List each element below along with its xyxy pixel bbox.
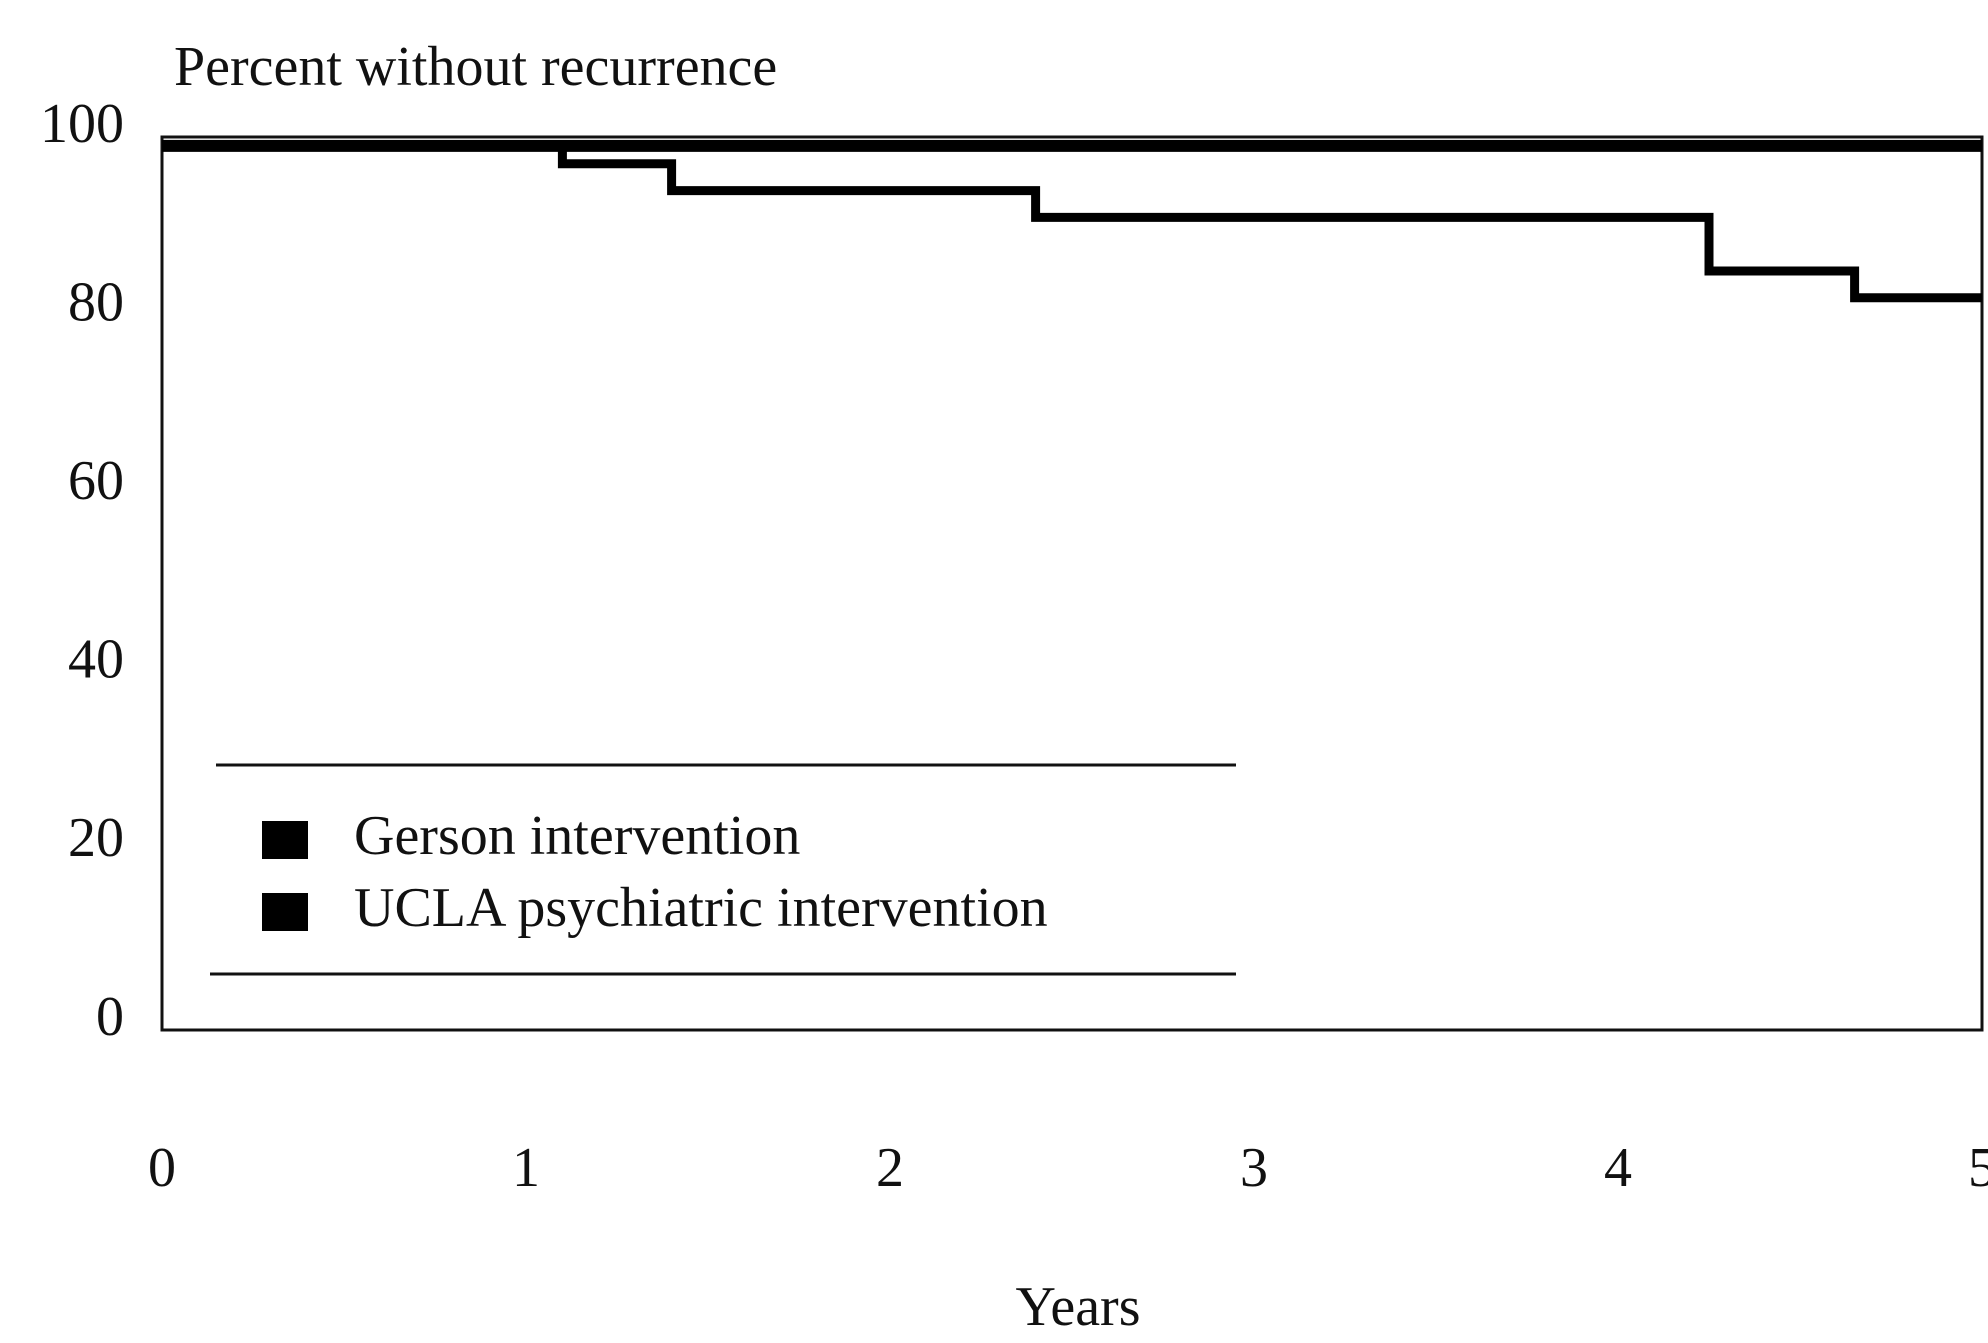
x-tick-label: 0: [148, 1137, 176, 1199]
y-tick-label: 20: [68, 807, 124, 869]
y-tick-label: 80: [68, 271, 124, 333]
x-axis-label: Years: [1016, 1276, 1141, 1338]
y-tick-label: 60: [68, 450, 124, 512]
x-tick-label: 4: [1604, 1137, 1632, 1199]
legend-marker: [262, 821, 308, 859]
plot-frame: [160, 135, 1984, 1032]
x-tick-label: 3: [1240, 1137, 1268, 1199]
y-tick-label: 100: [40, 93, 124, 155]
y-tick-label: 0: [96, 986, 124, 1048]
legend: [210, 763, 1236, 976]
legend-label: UCLA psychiatric intervention: [354, 877, 1048, 939]
legend-label: Gerson intervention: [354, 805, 800, 867]
step-line: [162, 141, 1982, 303]
x-tick-label: 2: [876, 1137, 904, 1199]
y-tick-label: 40: [68, 629, 124, 691]
x-tick-label: 1: [512, 1137, 540, 1199]
y-axis-label: Percent without recurrence: [174, 36, 777, 98]
legend-marker: [262, 893, 308, 931]
x-tick-label: 5: [1968, 1137, 1988, 1199]
